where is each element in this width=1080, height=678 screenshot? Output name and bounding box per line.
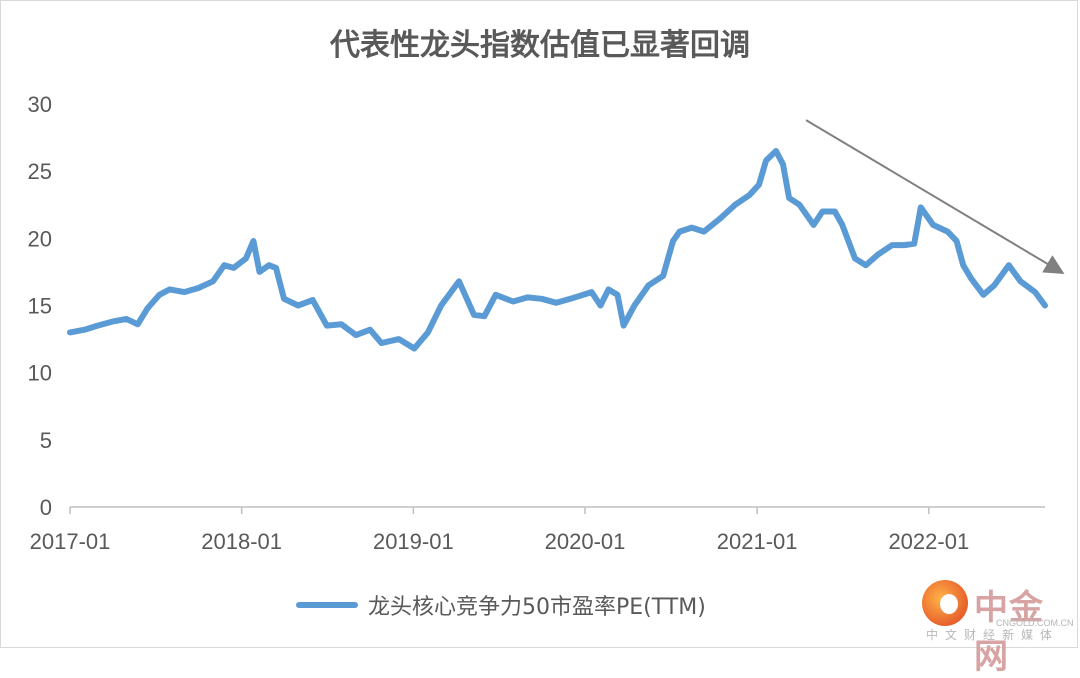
legend-swatch [296,602,358,608]
series-layer [67,148,1048,352]
y-tick-label: 10 [28,361,52,386]
y-tick-label: 15 [28,294,52,319]
line-chart: 0 5 10 15 20 25 30 2017-01 2018-01 2019-01 2020-0… [28,92,1065,554]
x-tick-label: 2018-01 [201,529,282,554]
y-tick-label: 5 [40,428,52,453]
x-tick-label: 2020-01 [545,529,626,554]
legend: 龙头核心竞争力50市盈率PE(TTM) [296,590,706,620]
x-tick-label: 2017-01 [30,529,111,554]
trend-arrow [805,119,1065,274]
chart-title: 代表性龙头指数估值已显著回调 [330,28,750,63]
y-tick-label: 25 [28,159,52,184]
y-tick-label: 0 [40,495,52,520]
y-axis-ticks: 0 5 10 15 20 25 30 [28,92,52,520]
watermark-logo: 中金网 CNGOLD.COM.CN 中文财经新媒体 [918,578,1074,677]
series-line [67,148,1048,352]
logo-tagline: 中文财经新媒体 [926,628,1060,642]
x-tick-label: 2019-01 [373,529,454,554]
logo-domain: CNGOLD.COM.CN [996,618,1074,628]
chart-frame [0,0,1078,648]
legend-label: 龙头核心竞争力50市盈率PE(TTM) [368,595,706,620]
x-axis-ticks: 2017-01 2018-01 2019-01 2020-01 2021-01 2022-… [30,507,969,554]
logo-emblem-icon [922,580,968,626]
y-tick-label: 20 [28,226,52,251]
x-tick-label: 2021-01 [717,529,798,554]
x-tick-label: 2022-01 [888,529,969,554]
y-tick-label: 30 [28,92,52,117]
